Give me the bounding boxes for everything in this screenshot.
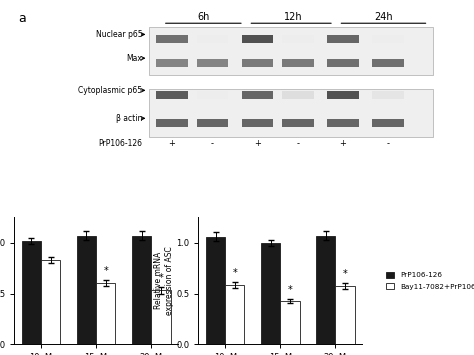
Text: +: + xyxy=(339,139,346,148)
Bar xyxy=(197,91,228,99)
Text: 12h: 12h xyxy=(284,12,303,22)
Bar xyxy=(327,59,359,67)
Bar xyxy=(372,91,404,99)
Text: Cytoplasmic p65: Cytoplasmic p65 xyxy=(78,86,143,95)
Bar xyxy=(372,119,404,127)
Bar xyxy=(327,91,359,99)
Bar xyxy=(197,59,228,67)
Bar xyxy=(282,119,314,127)
Bar xyxy=(156,35,188,43)
Bar xyxy=(77,235,96,344)
Text: *: * xyxy=(103,266,108,276)
Text: a: a xyxy=(18,12,27,25)
Bar xyxy=(282,35,314,43)
Bar xyxy=(41,260,60,344)
Text: PrP106-126: PrP106-126 xyxy=(99,139,143,148)
Bar xyxy=(327,119,359,127)
Bar xyxy=(156,119,188,127)
Bar xyxy=(197,119,228,127)
Text: *: * xyxy=(288,284,292,295)
Bar xyxy=(372,35,404,43)
Bar xyxy=(156,59,188,67)
Bar xyxy=(316,235,336,344)
Bar xyxy=(282,59,314,67)
Bar xyxy=(96,283,115,344)
Bar xyxy=(280,301,300,344)
Bar xyxy=(225,285,245,344)
Text: -: - xyxy=(211,139,214,148)
Text: Nuclear p65: Nuclear p65 xyxy=(96,30,143,39)
Bar xyxy=(151,290,171,344)
Text: +: + xyxy=(254,139,261,148)
Text: *: * xyxy=(343,269,347,279)
Bar xyxy=(336,286,355,344)
Text: 24h: 24h xyxy=(374,12,393,22)
Text: -: - xyxy=(386,139,390,148)
Bar xyxy=(242,59,273,67)
Bar xyxy=(242,35,273,43)
Bar xyxy=(149,27,433,75)
Text: *: * xyxy=(158,273,163,283)
Bar xyxy=(206,236,225,344)
Bar xyxy=(242,119,273,127)
Bar xyxy=(149,89,433,137)
Bar xyxy=(197,35,228,43)
Bar xyxy=(372,59,404,67)
Bar xyxy=(22,241,41,344)
Text: 6h: 6h xyxy=(197,12,210,22)
Text: Max: Max xyxy=(127,54,143,63)
Bar xyxy=(261,243,280,344)
Bar xyxy=(132,235,151,344)
Bar xyxy=(327,35,359,43)
Legend: PrP106-126, Bay11-7082+PrP106-126: PrP106-126, Bay11-7082+PrP106-126 xyxy=(386,272,474,290)
Text: *: * xyxy=(232,268,237,278)
Bar xyxy=(282,91,314,99)
Text: +: + xyxy=(168,139,175,148)
Text: -: - xyxy=(296,139,300,148)
Text: β actin: β actin xyxy=(116,114,143,123)
Bar xyxy=(156,91,188,99)
Y-axis label: Relative mRNA
expression of ASC: Relative mRNA expression of ASC xyxy=(154,246,173,315)
Bar xyxy=(242,91,273,99)
